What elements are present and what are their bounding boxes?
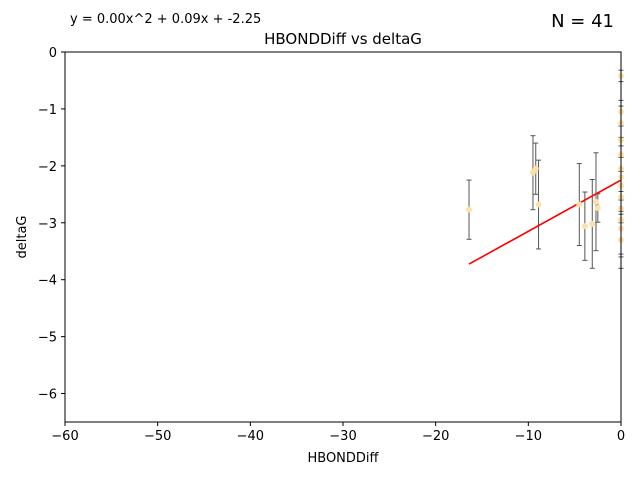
fit-line bbox=[468, 179, 622, 265]
y-tick-label: −5 bbox=[38, 331, 57, 346]
y-tick-label: −3 bbox=[38, 217, 57, 232]
sample-count: N = 41 bbox=[551, 11, 614, 32]
x-tick-label: −10 bbox=[515, 429, 542, 444]
y-tick-label: −2 bbox=[38, 160, 57, 175]
y-tick-label: 0 bbox=[49, 46, 57, 61]
fit-equation: y = 0.00x^2 + 0.09x + -2.25 bbox=[70, 12, 262, 27]
y-axis-label: deltaG bbox=[15, 216, 30, 259]
x-tick-label: −40 bbox=[237, 429, 264, 444]
data-point bbox=[576, 201, 583, 208]
x-tick-label: −60 bbox=[51, 429, 78, 444]
x-tick-label: −20 bbox=[422, 429, 449, 444]
y-tick-label: −1 bbox=[38, 103, 57, 118]
y-tick-label: −4 bbox=[38, 274, 57, 289]
data-point bbox=[535, 201, 542, 208]
data-point bbox=[581, 223, 588, 230]
x-axis-label: HBONDDiff bbox=[307, 451, 379, 466]
chart-title: HBONDDiff vs deltaG bbox=[264, 30, 422, 48]
data-point bbox=[592, 198, 599, 205]
data-point bbox=[532, 165, 539, 172]
x-tick-label: −50 bbox=[144, 429, 171, 444]
plot-area-frame bbox=[64, 51, 622, 423]
x-tick-label: 0 bbox=[617, 429, 625, 444]
data-point bbox=[594, 204, 601, 211]
data-point bbox=[589, 220, 596, 227]
x-tick-label: −30 bbox=[329, 429, 356, 444]
data-point bbox=[466, 206, 473, 213]
y-tick-label: −6 bbox=[38, 388, 57, 403]
